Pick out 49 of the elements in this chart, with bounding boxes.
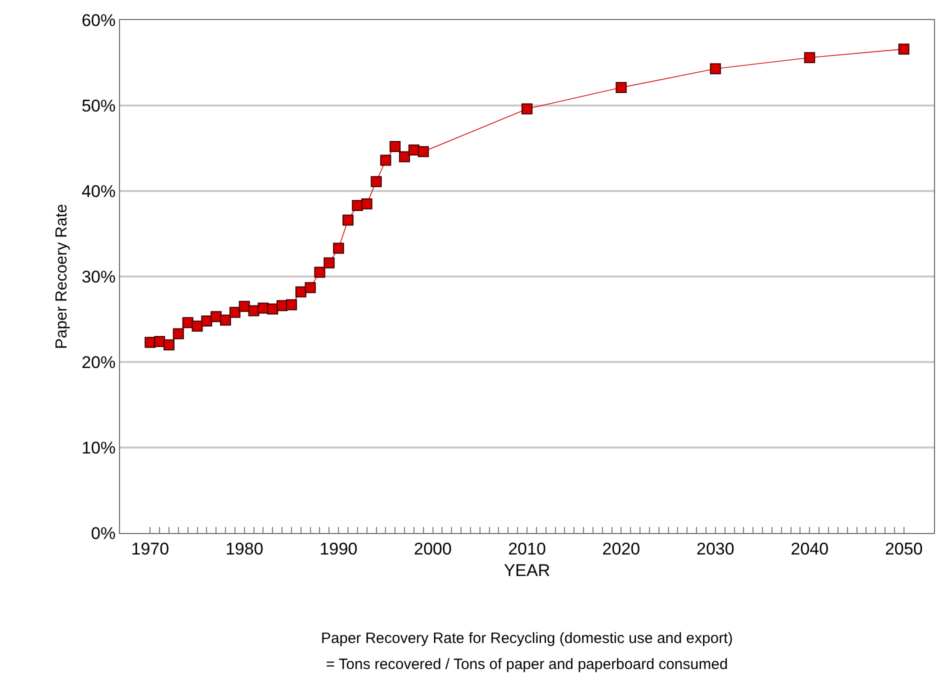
x-tick-label: 2040 bbox=[790, 539, 829, 558]
point bbox=[267, 303, 278, 314]
point bbox=[380, 154, 392, 166]
point bbox=[192, 320, 203, 332]
point bbox=[361, 198, 372, 210]
point bbox=[390, 141, 401, 152]
y-tick-label: 0% bbox=[91, 524, 116, 543]
x-tick-label: 2030 bbox=[696, 539, 734, 558]
point bbox=[804, 52, 816, 64]
x-tick-label: 2010 bbox=[508, 539, 546, 558]
point bbox=[342, 214, 354, 226]
y-tick-label: 50% bbox=[82, 96, 116, 116]
point bbox=[210, 311, 222, 322]
point bbox=[154, 336, 166, 347]
point bbox=[616, 82, 627, 94]
point bbox=[229, 306, 240, 318]
point bbox=[710, 63, 721, 74]
point bbox=[418, 146, 429, 158]
text: Paper Recovery Rate for Recycling (domestic use and export) bbox=[321, 630, 733, 647]
point bbox=[163, 339, 174, 350]
point bbox=[324, 257, 335, 268]
y-axis-title: Paper Recoery Rate bbox=[53, 204, 70, 349]
x-tick-label: 2050 bbox=[884, 539, 923, 558]
y-tick-label: 60% bbox=[82, 10, 116, 30]
point bbox=[333, 242, 344, 254]
point bbox=[370, 176, 382, 188]
y-tick-label: 10% bbox=[82, 438, 116, 458]
point bbox=[182, 317, 194, 328]
point bbox=[314, 266, 326, 278]
x-tick-label: 2000 bbox=[414, 539, 452, 558]
point bbox=[898, 44, 910, 55]
point bbox=[172, 328, 184, 340]
point bbox=[399, 151, 410, 162]
point bbox=[286, 299, 297, 310]
x-tick-label: 1990 bbox=[320, 539, 358, 558]
point bbox=[220, 314, 232, 326]
y-tick-label: 20% bbox=[82, 352, 116, 372]
x-tick-label: 1980 bbox=[225, 539, 264, 558]
point bbox=[201, 315, 212, 326]
point bbox=[238, 300, 250, 312]
point bbox=[522, 103, 532, 114]
x-tick-label: 2020 bbox=[602, 539, 640, 558]
point bbox=[295, 286, 306, 298]
point bbox=[304, 282, 316, 294]
x-axis-title: YEAR bbox=[504, 560, 550, 580]
y-tick-label: 30% bbox=[82, 267, 116, 286]
text: = Tons recovered / Tons of paper and paperboard consumed bbox=[326, 656, 728, 673]
x-tick-label: 1970 bbox=[131, 539, 170, 558]
y-tick-label: 40% bbox=[82, 182, 116, 201]
